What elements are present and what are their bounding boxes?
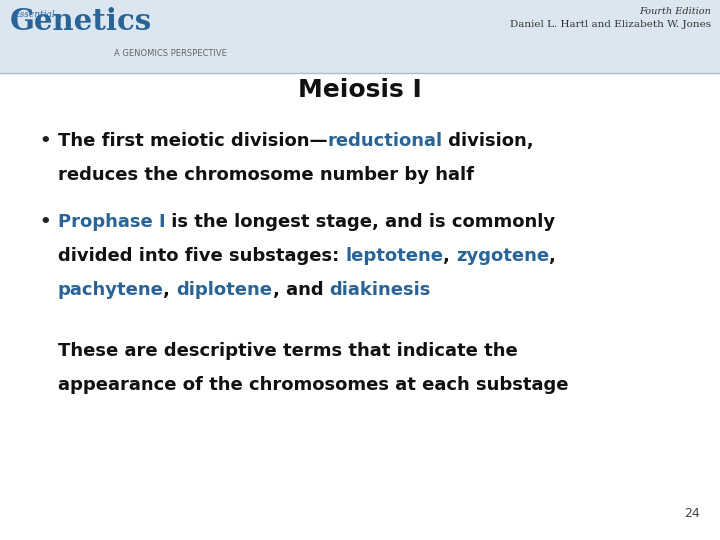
Text: diplotene: diplotene bbox=[176, 281, 273, 299]
Text: Meiosis I: Meiosis I bbox=[298, 78, 422, 102]
Text: pachytene: pachytene bbox=[58, 281, 163, 299]
Text: The first meiotic division—: The first meiotic division— bbox=[58, 132, 327, 150]
Text: These are descriptive terms that indicate the: These are descriptive terms that indicat… bbox=[58, 342, 518, 360]
Text: ,: , bbox=[549, 247, 557, 265]
Text: Prophase I: Prophase I bbox=[58, 213, 165, 231]
Text: Daniel L. Hartl and Elizabeth W. Jones: Daniel L. Hartl and Elizabeth W. Jones bbox=[510, 20, 711, 29]
Text: Fourth Edition: Fourth Edition bbox=[639, 7, 711, 16]
Text: ,: , bbox=[443, 247, 456, 265]
Text: •: • bbox=[40, 213, 51, 231]
Text: , and: , and bbox=[273, 281, 330, 299]
Text: A GENOMICS PERSPECTIVE: A GENOMICS PERSPECTIVE bbox=[114, 49, 227, 58]
Text: reduces the chromosome number by half: reduces the chromosome number by half bbox=[58, 166, 474, 184]
Text: leptotene: leptotene bbox=[345, 247, 443, 265]
Text: appearance of the chromosomes at each substage: appearance of the chromosomes at each su… bbox=[58, 376, 568, 394]
Text: reductional: reductional bbox=[327, 132, 442, 150]
Text: ,: , bbox=[163, 281, 176, 299]
Text: divided into five substages:: divided into five substages: bbox=[58, 247, 345, 265]
Text: Genetics: Genetics bbox=[9, 6, 152, 36]
Text: Essential: Essential bbox=[13, 10, 55, 19]
Text: •: • bbox=[40, 132, 51, 150]
Text: division,: division, bbox=[442, 132, 534, 150]
Text: zygotene: zygotene bbox=[456, 247, 549, 265]
Text: 24: 24 bbox=[684, 507, 700, 521]
Text: is the longest stage, and is commonly: is the longest stage, and is commonly bbox=[165, 213, 555, 231]
Text: diakinesis: diakinesis bbox=[330, 281, 431, 299]
